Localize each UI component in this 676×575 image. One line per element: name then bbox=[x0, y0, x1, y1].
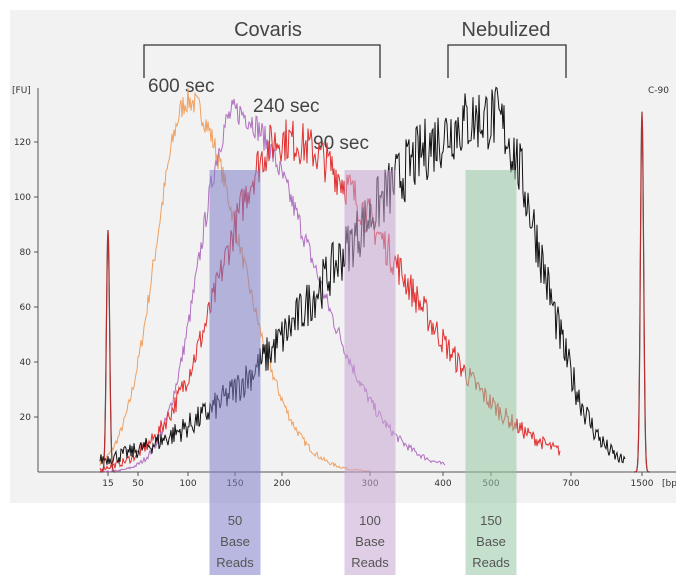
read-box bbox=[344, 170, 396, 575]
y-tick-label: 40 bbox=[20, 358, 32, 368]
x-unit-label: [bp] bbox=[662, 479, 676, 489]
x-tick-label: 50 bbox=[132, 479, 144, 489]
y-tick-label: 100 bbox=[14, 193, 31, 203]
read-box bbox=[209, 170, 261, 575]
marker-peak-overlay bbox=[100, 229, 116, 473]
covaris-label: Covaris bbox=[234, 19, 302, 41]
read-box-word: Base bbox=[220, 534, 250, 549]
y-tick-label: 60 bbox=[20, 303, 32, 313]
nebulized-label: Nebulized bbox=[462, 19, 551, 41]
series-label-240: 240 sec bbox=[253, 96, 320, 117]
read-box-word: Base bbox=[355, 534, 385, 549]
x-tick-label: 1500 bbox=[631, 479, 654, 489]
read-box-word: Base bbox=[476, 534, 506, 549]
marker-peak-overlay bbox=[634, 111, 650, 473]
read-boxes-layer: 50 Base Reads 100 Base Reads 150 Base Reads bbox=[209, 170, 517, 575]
read-box bbox=[465, 170, 517, 575]
series-label-600: 600 sec bbox=[148, 76, 215, 97]
x-tick-label: 100 bbox=[179, 479, 196, 489]
read-box-number: 100 bbox=[359, 513, 381, 528]
y-tick-label: 80 bbox=[20, 248, 32, 258]
corner-label: C-90 bbox=[648, 86, 669, 96]
nebulized-bracket bbox=[447, 44, 567, 78]
read-box-word: Reads bbox=[216, 555, 254, 570]
read-box-word: Reads bbox=[351, 555, 389, 570]
x-tick-label: 700 bbox=[562, 479, 579, 489]
y-tick-label: 20 bbox=[20, 413, 32, 423]
x-tick-label: 200 bbox=[273, 479, 290, 489]
read-box-number: 150 bbox=[480, 513, 502, 528]
read-box-word: Reads bbox=[472, 555, 510, 570]
covaris-bracket bbox=[143, 44, 381, 78]
y-tick-label: 120 bbox=[14, 138, 31, 148]
read-box-number: 50 bbox=[228, 513, 242, 528]
x-tick-label: 15 bbox=[102, 479, 113, 489]
y-axis-label: [FU] bbox=[12, 86, 31, 96]
x-tick-label: 400 bbox=[434, 479, 451, 489]
series-label-90: 90 sec bbox=[313, 133, 369, 154]
